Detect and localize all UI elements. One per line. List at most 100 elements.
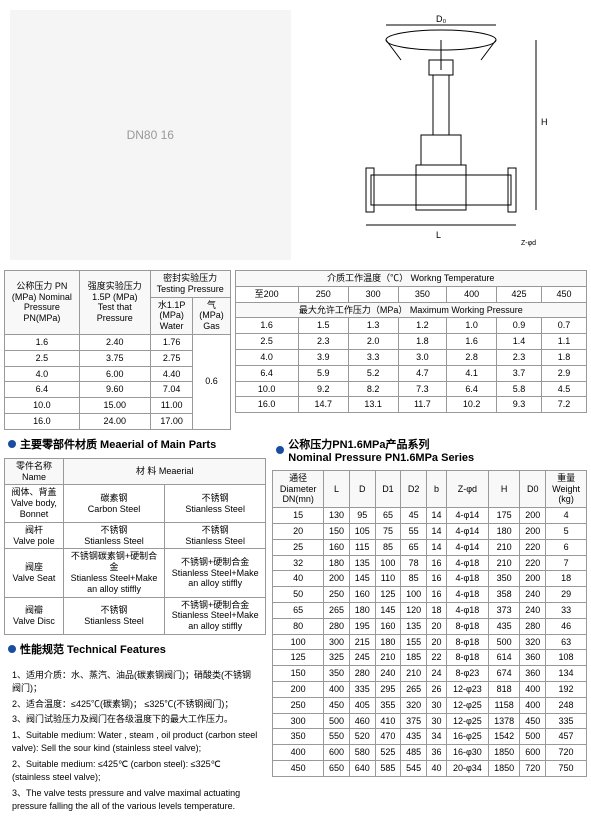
- cell: 150: [324, 523, 350, 539]
- cell: 435: [401, 729, 427, 745]
- cell: 4.7: [398, 365, 447, 381]
- cell: 500: [488, 634, 520, 650]
- cell: 1.2: [398, 318, 447, 334]
- cell: 400: [520, 681, 546, 697]
- table-row: 16.014.713.111.710.29.37.2: [235, 397, 586, 413]
- cell: 175: [488, 508, 520, 524]
- table-row: 125325245210185228-φ18614360108: [273, 650, 587, 666]
- cell: 180: [488, 523, 520, 539]
- cell: 1.76: [150, 334, 193, 350]
- cell: 585: [375, 760, 401, 776]
- table-row: 1.62.401.760.6: [5, 334, 231, 350]
- features-header: 性能规范 Technical Features: [8, 641, 262, 657]
- cell: 200: [324, 571, 350, 587]
- materials-title: 主要零部件材质 Meaerial of Main Parts: [20, 436, 216, 452]
- cell: 210: [375, 650, 401, 666]
- cell: 650: [324, 760, 350, 776]
- cell: 8-φ23: [446, 666, 488, 682]
- cell: 16: [427, 587, 447, 603]
- cell: 245: [349, 650, 375, 666]
- cell: 125: [273, 650, 324, 666]
- cell: 14: [427, 523, 447, 539]
- table-row: 阀体、背盖 Valve body, Bonnet碳素钢 Carbon Steel…: [5, 485, 266, 522]
- cell: 10.2: [447, 397, 497, 413]
- cell: 33: [546, 602, 587, 618]
- cell: 4.1: [447, 365, 497, 381]
- feature-line: 3、The valve tests pressure and valve max…: [12, 787, 258, 814]
- cell: 0.9: [497, 318, 542, 334]
- cell: 8-φ18: [446, 650, 488, 666]
- th: L: [324, 470, 350, 507]
- cell: 40: [273, 571, 324, 587]
- cell: 160: [324, 539, 350, 555]
- cell: 1.8: [541, 349, 586, 365]
- cell: 12-φ25: [446, 713, 488, 729]
- cell: 30: [427, 697, 447, 713]
- cell: 125: [375, 587, 401, 603]
- svg-text:Z-φd: Z-φd: [521, 240, 536, 247]
- cell: 5.9: [298, 365, 348, 381]
- cell: 16: [427, 571, 447, 587]
- cell: 134: [546, 666, 587, 682]
- cell: 15.00: [79, 398, 150, 414]
- cell: 40: [427, 760, 447, 776]
- cell: 不锈钢碳素钢+硬制合金 Stianless Steel+Make an allo…: [63, 549, 164, 597]
- table-row: 3005004604103753012-φ251378450335: [273, 713, 587, 729]
- table-row: 201501057555144-φ141802005: [273, 523, 587, 539]
- cell: 485: [401, 745, 427, 761]
- cell: 12-φ23: [446, 681, 488, 697]
- cell: 460: [349, 713, 375, 729]
- cell: 65: [401, 539, 427, 555]
- cell: 350: [398, 286, 447, 302]
- table-row: 4.03.93.33.02.82.31.8: [235, 349, 586, 365]
- cell: 220: [520, 555, 546, 571]
- valve-photo: DN80 16: [10, 10, 291, 260]
- cell: 2.3: [497, 349, 542, 365]
- cell: 3.3: [348, 349, 398, 365]
- cell: 135: [349, 555, 375, 571]
- cell: 250: [298, 286, 348, 302]
- cell: 300: [348, 286, 398, 302]
- cell: 10.0: [5, 398, 80, 414]
- cell: 360: [520, 666, 546, 682]
- cell: 5: [546, 523, 587, 539]
- cell: 4-φ14: [446, 523, 488, 539]
- cell: 18: [427, 602, 447, 618]
- table-row: 4506506405855454020-φ341850720750: [273, 760, 587, 776]
- cell: 24.00: [79, 413, 150, 429]
- th-partname: 零件名称Name: [5, 458, 64, 485]
- th-seal: 密封实验压力 Testing Pressure: [150, 271, 230, 298]
- cell: 85: [401, 571, 427, 587]
- feature-line: 1、适用介质：水、蒸汽、油品(碳素钢阀门)；硝酸类(不锈钢阀门)；: [12, 669, 258, 696]
- th: H: [488, 470, 520, 507]
- cell: 2.75: [150, 350, 193, 366]
- cell: 0.6: [193, 334, 230, 429]
- cell: 580: [349, 745, 375, 761]
- cell: 145: [349, 571, 375, 587]
- cell: 2.9: [541, 365, 586, 381]
- cell: 400: [324, 681, 350, 697]
- cell: 295: [375, 681, 401, 697]
- cell: 8-φ18: [446, 618, 488, 634]
- cell: 3.0: [398, 349, 447, 365]
- materials-table: 零件名称Name 材 料 Meaerial 阀体、背盖 Valve body, …: [4, 458, 266, 635]
- cell: 4.5: [541, 381, 586, 397]
- cell: 105: [349, 523, 375, 539]
- cell: 50: [273, 587, 324, 603]
- cell: 248: [546, 697, 587, 713]
- table-row: 1.61.51.31.21.00.90.7: [235, 318, 586, 334]
- cell: 6: [546, 539, 587, 555]
- th: D2: [401, 470, 427, 507]
- cell: 720: [520, 760, 546, 776]
- cell: 450: [541, 286, 586, 302]
- features-text: 1、适用介质：水、蒸汽、油品(碳素钢阀门)；硝酸类(不锈钢阀门)；2、适合温度：…: [4, 663, 266, 820]
- cell: 2.0: [348, 334, 398, 350]
- cell: 不锈钢+硬制合金 Stianless Steel+Make an alloy s…: [165, 597, 266, 634]
- cell: 1378: [488, 713, 520, 729]
- cell: 32: [273, 555, 324, 571]
- cell: 75: [375, 523, 401, 539]
- nominal-title: 公称压力PN1.6MPa产品系列 Nominal Pressure PN1.6M…: [288, 436, 474, 464]
- cell: 不锈钢+硬制合金 Stianless Steel+Make an alloy s…: [165, 549, 266, 597]
- cell: 65: [273, 602, 324, 618]
- cell: 265: [324, 602, 350, 618]
